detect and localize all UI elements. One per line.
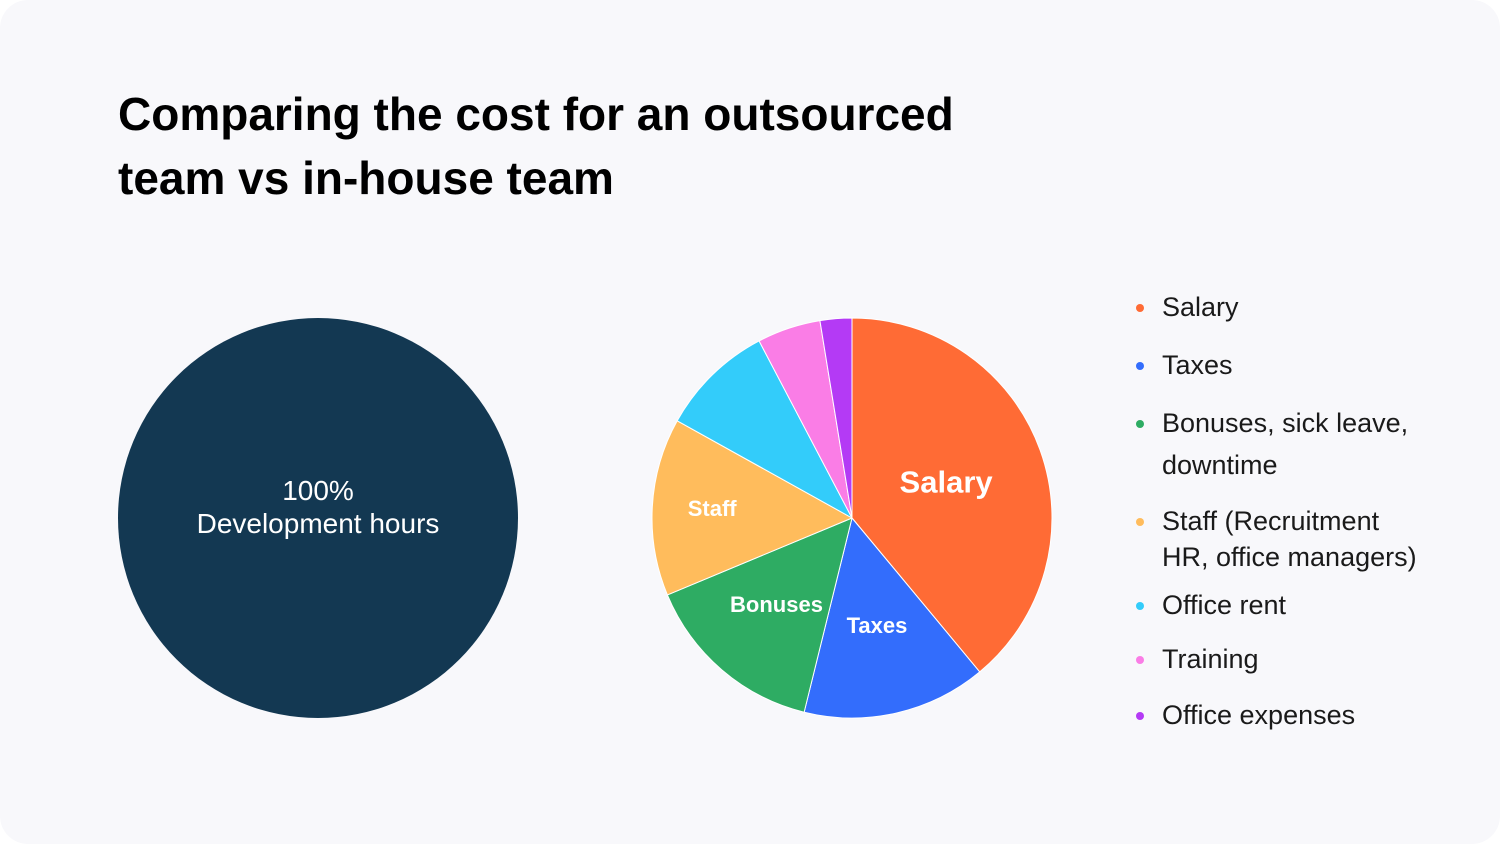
pie-label-percent: 100% [282,475,354,506]
legend-label-line: Taxes [1162,350,1233,380]
legend-dot-icon [1136,304,1144,312]
legend-label-line: Bonuses, sick leave, [1162,408,1409,438]
legend-dot-icon [1136,362,1144,370]
legend-dot-icon [1136,518,1144,526]
legend-label: Taxes [1162,347,1462,383]
pie-slice-bonuses [666,517,853,713]
legend-label: Bonuses, sick leave, downtime [1162,405,1462,483]
pie-slice-office-expenses [819,317,853,519]
chart-title: Comparing the cost for an outsourced tea… [118,82,1018,210]
pie-inhouse [651,317,1053,719]
legend-label: Office rent [1162,587,1462,623]
legend-label: Staff (Recruitment HR, office managers) [1162,503,1462,575]
legend-dot-icon [1136,656,1144,664]
legend-label-line: Staff (Recruitment [1162,506,1380,536]
legend-label: Salary [1162,289,1462,325]
chart-title-line-2: team vs in-house team [118,152,614,204]
pie-outsourced: 100% Development hours [118,318,518,718]
pie-label-taxes: Taxes [847,613,908,638]
pie-slice-salary [851,317,1053,673]
chart-title-line-1: Comparing the cost for an outsourced [118,88,954,140]
legend-label: Office expenses [1162,697,1462,733]
pie-slice-office-rent [676,340,853,519]
pie-label-salary: Salary [900,464,994,499]
pie-label-bonuses: Bonuses [730,592,823,617]
legend-label-line: Training [1162,644,1259,674]
legend-dot-icon [1136,602,1144,610]
legend-dot-icon [1136,420,1144,428]
legend-label-line: Office rent [1162,590,1287,620]
legend-label-line: Salary [1162,292,1239,322]
pie-slice-development-hours [118,318,518,718]
legend-label-line: downtime [1162,450,1278,480]
pie-inhouse-labels: Salary Taxes Bonuses Staff [688,464,994,638]
pie-slice-staff [651,420,853,596]
pie-label-development-hours: Development hours [197,508,440,539]
legend-dot-icon [1136,712,1144,720]
legend-label: Training [1162,641,1462,677]
legend-label-line: Office expenses [1162,700,1356,730]
pie-label-staff: Staff [688,496,738,521]
legend-label-line: HR, office managers) [1162,542,1417,572]
pie-slice-taxes [803,517,981,719]
